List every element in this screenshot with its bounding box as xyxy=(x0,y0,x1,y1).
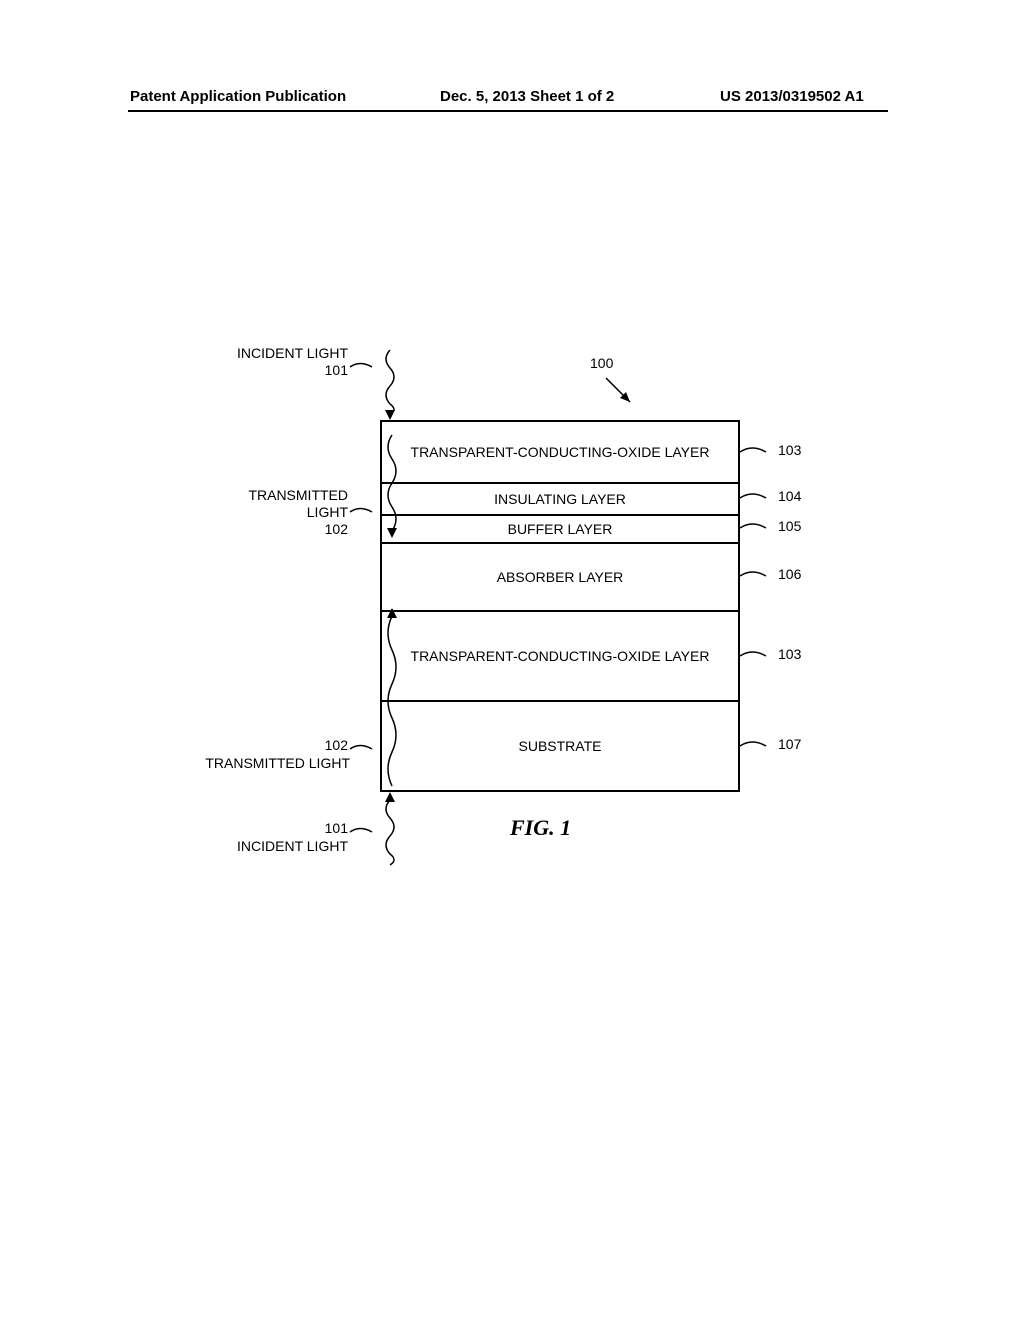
leader-104 xyxy=(740,490,776,506)
layer-absorber: ABSORBER LAYER xyxy=(382,542,738,610)
transmitted-wave-bottom xyxy=(382,608,402,788)
ref-107: 107 xyxy=(778,736,801,753)
assembly-ref-label: 100 xyxy=(590,355,613,372)
leader-101-bottom xyxy=(350,825,380,839)
incident-ref-top: 101 xyxy=(325,362,348,378)
transmitted-ref-top: 102 xyxy=(325,521,348,537)
figure-caption: FIG. 1 xyxy=(510,815,571,841)
transmitted-light-bottom-label: TRANSMITTED LIGHT xyxy=(200,755,350,772)
leader-102-mid xyxy=(350,742,380,756)
assembly-ref-arrow xyxy=(600,372,640,412)
ref-103-bottom: 103 xyxy=(778,646,801,663)
incident-wave-top xyxy=(380,350,400,422)
layer-tco-bottom: TRANSPARENT-CONDUCTING-OXIDE LAYER xyxy=(382,610,738,700)
layer-buffer: BUFFER LAYER xyxy=(382,514,738,542)
incident-wave-bottom xyxy=(380,792,400,867)
incident-ref-bottom-num: 101 xyxy=(278,820,348,837)
incident-light-text-bottom: INCIDENT LIGHT xyxy=(237,838,348,854)
layer-tco-top: TRANSPARENT-CONDUCTING-OXIDE LAYER xyxy=(382,422,738,482)
layer-stack: TRANSPARENT-CONDUCTING-OXIDE LAYER INSUL… xyxy=(380,420,740,792)
ref-103-top: 103 xyxy=(778,442,801,459)
layer-substrate: SUBSTRATE xyxy=(382,700,738,790)
ref-104: 104 xyxy=(778,488,801,505)
transmitted-wave-top xyxy=(382,435,402,540)
leader-101-top xyxy=(350,360,380,374)
transmitted-light-top-label: TRANSMITTED LIGHT 102 xyxy=(208,487,348,537)
leader-102-top xyxy=(350,505,380,519)
incident-light-bottom-label: INCIDENT LIGHT xyxy=(228,838,348,855)
ref-105: 105 xyxy=(778,518,801,535)
transmitted-ref-bottom-leader: 102 xyxy=(278,737,348,754)
layer-insulating: INSULATING LAYER xyxy=(382,482,738,514)
leader-107 xyxy=(740,738,776,754)
leader-103-top xyxy=(740,444,776,460)
leader-105 xyxy=(740,520,776,536)
incident-light-top-label: INCIDENT LIGHT 101 xyxy=(228,345,348,379)
transmitted-light-text-bottom: TRANSMITTED LIGHT xyxy=(205,755,350,771)
transmitted-light-text-top: TRANSMITTED LIGHT xyxy=(248,487,348,520)
figure-1: 100 TRANSPARENT-CONDUCTING-OXIDE LAYER I… xyxy=(0,0,1024,1320)
ref-106: 106 xyxy=(778,566,801,583)
assembly-ref-number: 100 xyxy=(590,355,613,371)
transmitted-ref-mid: 102 xyxy=(325,737,348,753)
leader-106 xyxy=(740,568,776,584)
incident-light-text-top: INCIDENT LIGHT xyxy=(237,345,348,361)
leader-103-bottom xyxy=(740,648,776,664)
incident-ref-bottom: 101 xyxy=(325,820,348,836)
